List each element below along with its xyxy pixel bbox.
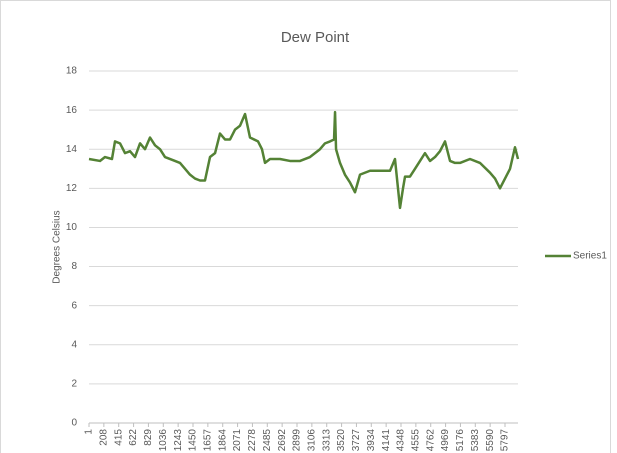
chart-title: Dew Point: [281, 29, 350, 46]
x-tick-label: 2071: [232, 429, 243, 452]
x-tick-label: 4969: [440, 429, 451, 452]
data-line: [88, 110, 520, 210]
legend-label: Series1: [573, 251, 607, 262]
x-tick-label: 3934: [366, 429, 377, 452]
x-tick-label: 3520: [336, 429, 347, 452]
x-tick-label: 1657: [203, 429, 214, 452]
x-tick-label: 1864: [217, 429, 228, 452]
y-tick-label: 2: [71, 379, 77, 390]
y-tick-label: 12: [66, 183, 78, 194]
x-tick-label: 1450: [188, 429, 199, 452]
x-tick-label: 622: [128, 429, 139, 446]
y-axis-label: Degrees Celsius: [52, 210, 63, 283]
x-tick-label: 1036: [158, 429, 169, 452]
x-tick-label: 2899: [292, 429, 303, 452]
x-tick-label: 3313: [321, 429, 332, 452]
y-tick-label: 0: [71, 418, 77, 429]
x-tick-label: 415: [113, 429, 124, 446]
y-tick-label: 10: [66, 222, 78, 233]
x-tick-label: 5176: [455, 429, 466, 452]
x-tick-label: 1: [84, 429, 95, 435]
x-tick-label: 5590: [485, 429, 496, 452]
x-tick-label: 1243: [173, 429, 184, 452]
y-tick-label: 8: [71, 261, 77, 272]
x-tick-label: 4348: [396, 429, 407, 452]
x-tick-label: 4762: [425, 429, 436, 452]
x-tick-label: 2692: [277, 429, 288, 452]
x-tick-label: 4555: [411, 429, 422, 452]
x-tick-label: 5383: [470, 429, 481, 452]
x-tick-label: 2485: [262, 429, 273, 452]
y-tick-label: 6: [71, 300, 77, 311]
y-tick-label: 18: [66, 66, 78, 77]
x-tick-label: 829: [143, 429, 154, 446]
x-tick-label: 208: [98, 429, 109, 446]
y-tick-label: 16: [66, 105, 78, 116]
x-tick-label: 4141: [381, 429, 392, 452]
x-tick-label: 2278: [247, 429, 258, 452]
x-tick-label: 3727: [351, 429, 362, 452]
y-tick-label: 4: [71, 339, 77, 350]
y-tick-label: 14: [66, 144, 78, 155]
x-tick-label: 3106: [307, 429, 318, 452]
x-tick-label: 5797: [500, 429, 511, 452]
